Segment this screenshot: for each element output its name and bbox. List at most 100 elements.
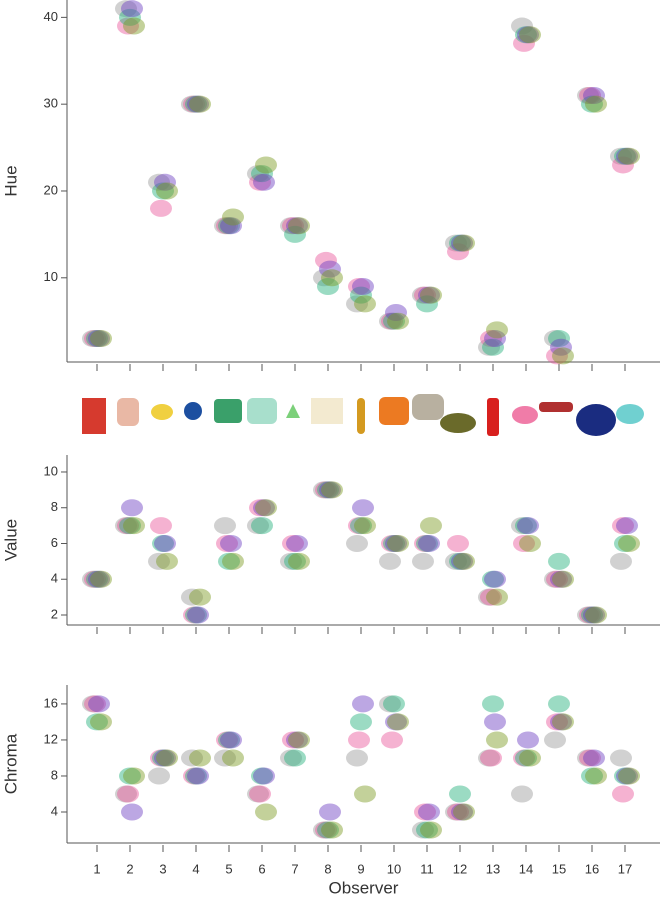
y-tick-label: 2	[51, 606, 58, 621]
dot	[451, 552, 473, 570]
y-tick-label: 10	[44, 269, 58, 284]
dot	[313, 821, 335, 839]
dot	[315, 821, 337, 839]
y-tick-label: 30	[44, 96, 58, 111]
dot	[447, 243, 469, 261]
dot	[515, 517, 537, 535]
dot	[352, 499, 374, 517]
dot	[86, 713, 108, 731]
dot	[88, 330, 110, 348]
dot	[218, 217, 240, 235]
dot	[579, 606, 601, 624]
dot	[519, 749, 541, 767]
dot	[414, 534, 436, 552]
dot	[346, 295, 368, 313]
object-strip	[82, 394, 644, 436]
dot	[412, 821, 434, 839]
dot	[379, 552, 401, 570]
dot	[317, 481, 339, 499]
dot	[253, 767, 275, 785]
dot	[447, 534, 469, 552]
dot	[383, 534, 405, 552]
dot	[121, 499, 143, 517]
dot	[288, 731, 310, 749]
dot	[513, 534, 535, 552]
dot	[484, 713, 506, 731]
dot	[222, 208, 244, 226]
dot	[519, 26, 541, 44]
dot	[412, 552, 434, 570]
dot	[154, 534, 176, 552]
dot	[482, 695, 504, 713]
x-tick-label: 4	[192, 861, 199, 876]
dot	[585, 606, 607, 624]
dot	[350, 713, 372, 731]
dot	[412, 286, 434, 304]
dot	[185, 606, 207, 624]
dot	[348, 517, 370, 535]
dot	[618, 534, 640, 552]
dot	[614, 534, 636, 552]
dot	[313, 481, 335, 499]
x-tick-label: 16	[585, 861, 599, 876]
dot	[385, 304, 407, 322]
dot	[517, 731, 539, 749]
dot	[445, 552, 467, 570]
object-icon	[512, 406, 538, 424]
dot	[478, 749, 500, 767]
dot	[381, 534, 403, 552]
dot	[251, 165, 273, 183]
dot	[222, 552, 244, 570]
dot	[90, 713, 112, 731]
dot	[84, 695, 106, 713]
dot	[319, 260, 341, 278]
dot	[445, 803, 467, 821]
dot	[321, 269, 343, 287]
dot	[449, 234, 471, 252]
dot	[546, 570, 568, 588]
object-icon	[184, 402, 202, 420]
dot	[618, 767, 640, 785]
dot	[511, 517, 533, 535]
dot	[577, 86, 599, 104]
dot	[189, 749, 211, 767]
dot	[581, 95, 603, 113]
dot	[519, 534, 541, 552]
dot	[115, 517, 137, 535]
dot	[86, 330, 108, 348]
dot	[218, 552, 240, 570]
dot	[517, 517, 539, 535]
dot	[156, 552, 178, 570]
dot	[614, 147, 636, 165]
dot	[121, 803, 143, 821]
dot	[216, 731, 238, 749]
dot	[214, 217, 236, 235]
object-icon	[440, 413, 476, 433]
dot	[610, 552, 632, 570]
dot	[247, 517, 269, 535]
dot	[352, 277, 374, 295]
object-icon	[487, 398, 499, 436]
object-icon	[117, 398, 139, 426]
dot	[416, 295, 438, 313]
dot	[350, 286, 372, 304]
dot	[544, 330, 566, 348]
dot	[548, 330, 570, 348]
dot	[381, 312, 403, 330]
dot	[119, 8, 141, 26]
dot	[480, 749, 502, 767]
dot	[416, 534, 438, 552]
x-tick-label: 17	[618, 861, 632, 876]
dot	[616, 147, 638, 165]
dot	[612, 156, 634, 174]
dot	[119, 517, 141, 535]
dot	[148, 767, 170, 785]
dot	[387, 312, 409, 330]
x-tick-label: 6	[258, 861, 265, 876]
dot	[577, 606, 599, 624]
dot	[317, 277, 339, 295]
object-icon	[286, 404, 300, 418]
dot	[220, 731, 242, 749]
dot	[280, 217, 302, 235]
dot	[383, 695, 405, 713]
